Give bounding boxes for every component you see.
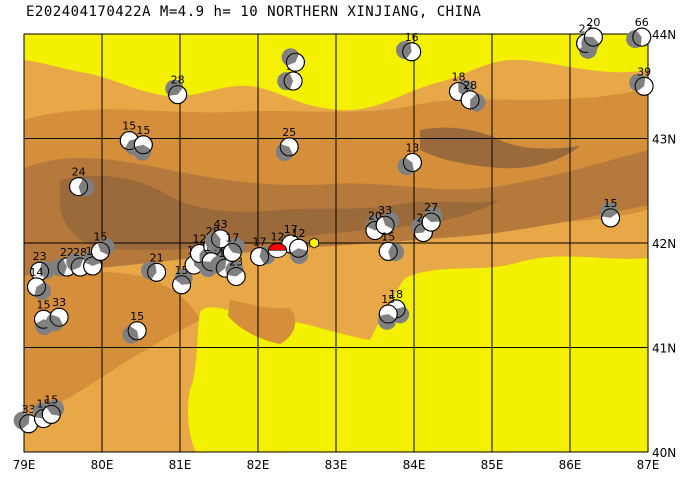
beachball-icon xyxy=(378,304,398,330)
desert-terrain xyxy=(187,256,648,452)
event-depth-label: 21 xyxy=(150,251,164,264)
event-depth-label: 23 xyxy=(33,250,47,263)
beachball-icon xyxy=(250,246,276,267)
latitude-tick-label: 40N xyxy=(652,446,676,460)
beachball-icon xyxy=(69,177,95,197)
beachball-icon xyxy=(581,27,603,53)
longitude-tick-label: 83E xyxy=(325,458,348,472)
longitude-tick-label: 81E xyxy=(169,458,192,472)
longitude-tick-label: 86E xyxy=(559,458,582,472)
event-depth-label: 24 xyxy=(72,166,86,179)
event-depth-label: 66 xyxy=(635,16,649,29)
event-depth-label: 15 xyxy=(604,197,618,210)
upland-terrain xyxy=(24,271,200,420)
beachball-icon xyxy=(277,71,303,91)
event-depth-label: 27 xyxy=(424,201,438,214)
event-depth-label: 33 xyxy=(52,296,66,309)
event-depth-label: 15 xyxy=(37,298,51,311)
beachball-icon xyxy=(375,211,400,235)
event-depth-label: 28 xyxy=(171,74,185,87)
event-depth-label: 15 xyxy=(93,230,107,243)
beachball-icon xyxy=(165,79,188,105)
event-depth-label: 25 xyxy=(282,126,296,139)
event-depth-label: 17 xyxy=(253,236,267,249)
event-depth-label: 16 xyxy=(405,31,419,44)
beachball-icon xyxy=(460,90,486,112)
event-depth-label: 12 xyxy=(292,227,306,240)
beachball-icon xyxy=(281,48,305,72)
longitude-tick-label: 80E xyxy=(91,458,114,472)
beachball-icon xyxy=(204,229,231,250)
beachball-icon xyxy=(90,237,115,261)
beachball-icon xyxy=(222,237,246,262)
event-depth-label: 39 xyxy=(637,65,651,78)
event-depth-label: 15 xyxy=(136,124,150,137)
latitude-tick-label: 44N xyxy=(652,28,676,42)
event-depth-label: 17 xyxy=(284,223,298,236)
beachball-icon xyxy=(13,411,39,434)
beachball-icon xyxy=(289,238,309,265)
event-depth-label: 20 xyxy=(586,16,600,29)
map-frame xyxy=(23,33,649,453)
longitude-tick-label: 82E xyxy=(247,458,270,472)
longitude-tick-label: 79E xyxy=(13,458,36,472)
red-beachball-icon xyxy=(268,242,287,258)
peak-terrain xyxy=(60,175,500,251)
event-depth-label: 15 xyxy=(381,230,395,243)
event-depth-label: 18 xyxy=(389,288,403,301)
latitude-tick-label: 41N xyxy=(652,342,676,356)
event-depth-label: 28 xyxy=(73,246,87,259)
event-depth-label: 28 xyxy=(463,79,477,92)
main-event: 12 xyxy=(268,230,319,258)
event-depth-label: 15 xyxy=(122,120,136,133)
event-depth-label: 17 xyxy=(225,231,239,244)
focal-mechanisms: 3315152314153322281315241515152128151512… xyxy=(13,16,654,434)
beachball-icon xyxy=(45,307,69,332)
beachball-icon xyxy=(275,137,299,162)
event-depth-label: 33 xyxy=(22,403,36,416)
event-depth-label: 14 xyxy=(29,266,43,279)
beachball-icon xyxy=(421,206,443,232)
latitude-tick-label: 42N xyxy=(652,237,676,251)
peak-terrain xyxy=(420,127,580,169)
beachball-icon xyxy=(397,153,422,176)
event-depth-label: 43 xyxy=(214,218,228,231)
beachball-icon xyxy=(140,261,167,282)
longitude-tick-label: 84E xyxy=(403,458,426,472)
beachball-icon xyxy=(600,202,621,228)
event-depth-label: 18 xyxy=(451,70,465,83)
upland-terrain xyxy=(228,300,296,344)
event-depth-label: 13 xyxy=(405,142,419,155)
event-depth-label: 15 xyxy=(44,393,58,406)
beachball-icon xyxy=(133,135,153,161)
yellow-hexagon-icon xyxy=(309,237,319,249)
beachball-icon xyxy=(122,321,147,344)
event-depth-label: 12 xyxy=(193,232,207,245)
beachball-icon xyxy=(41,399,65,424)
beachball-icon xyxy=(378,241,405,262)
beachball-icon xyxy=(629,73,654,96)
latitude-labels: 40N 41N 42N 43N 44N xyxy=(652,28,676,460)
event-depth-label: 15 xyxy=(130,310,144,323)
beachball-icon xyxy=(26,277,52,300)
latitude-tick-label: 43N xyxy=(652,133,676,147)
beachball-icon xyxy=(172,269,193,295)
beachball-icon xyxy=(395,41,422,62)
longitude-labels: 79E 80E 81E 82E 83E 84E 85E 86E 87E xyxy=(13,458,660,472)
longitude-tick-label: 87E xyxy=(637,458,660,472)
map-title: E202404170422A M=4.9 h= 10 NORTHERN XINJ… xyxy=(26,4,482,20)
beachball-icon xyxy=(626,27,652,49)
event-depth-label: 15 xyxy=(381,293,395,306)
main-event-depth-label: 12 xyxy=(271,230,285,243)
event-depth-label: 33 xyxy=(378,204,392,217)
longitude-tick-label: 85E xyxy=(481,458,504,472)
beachball-icon xyxy=(225,260,246,286)
